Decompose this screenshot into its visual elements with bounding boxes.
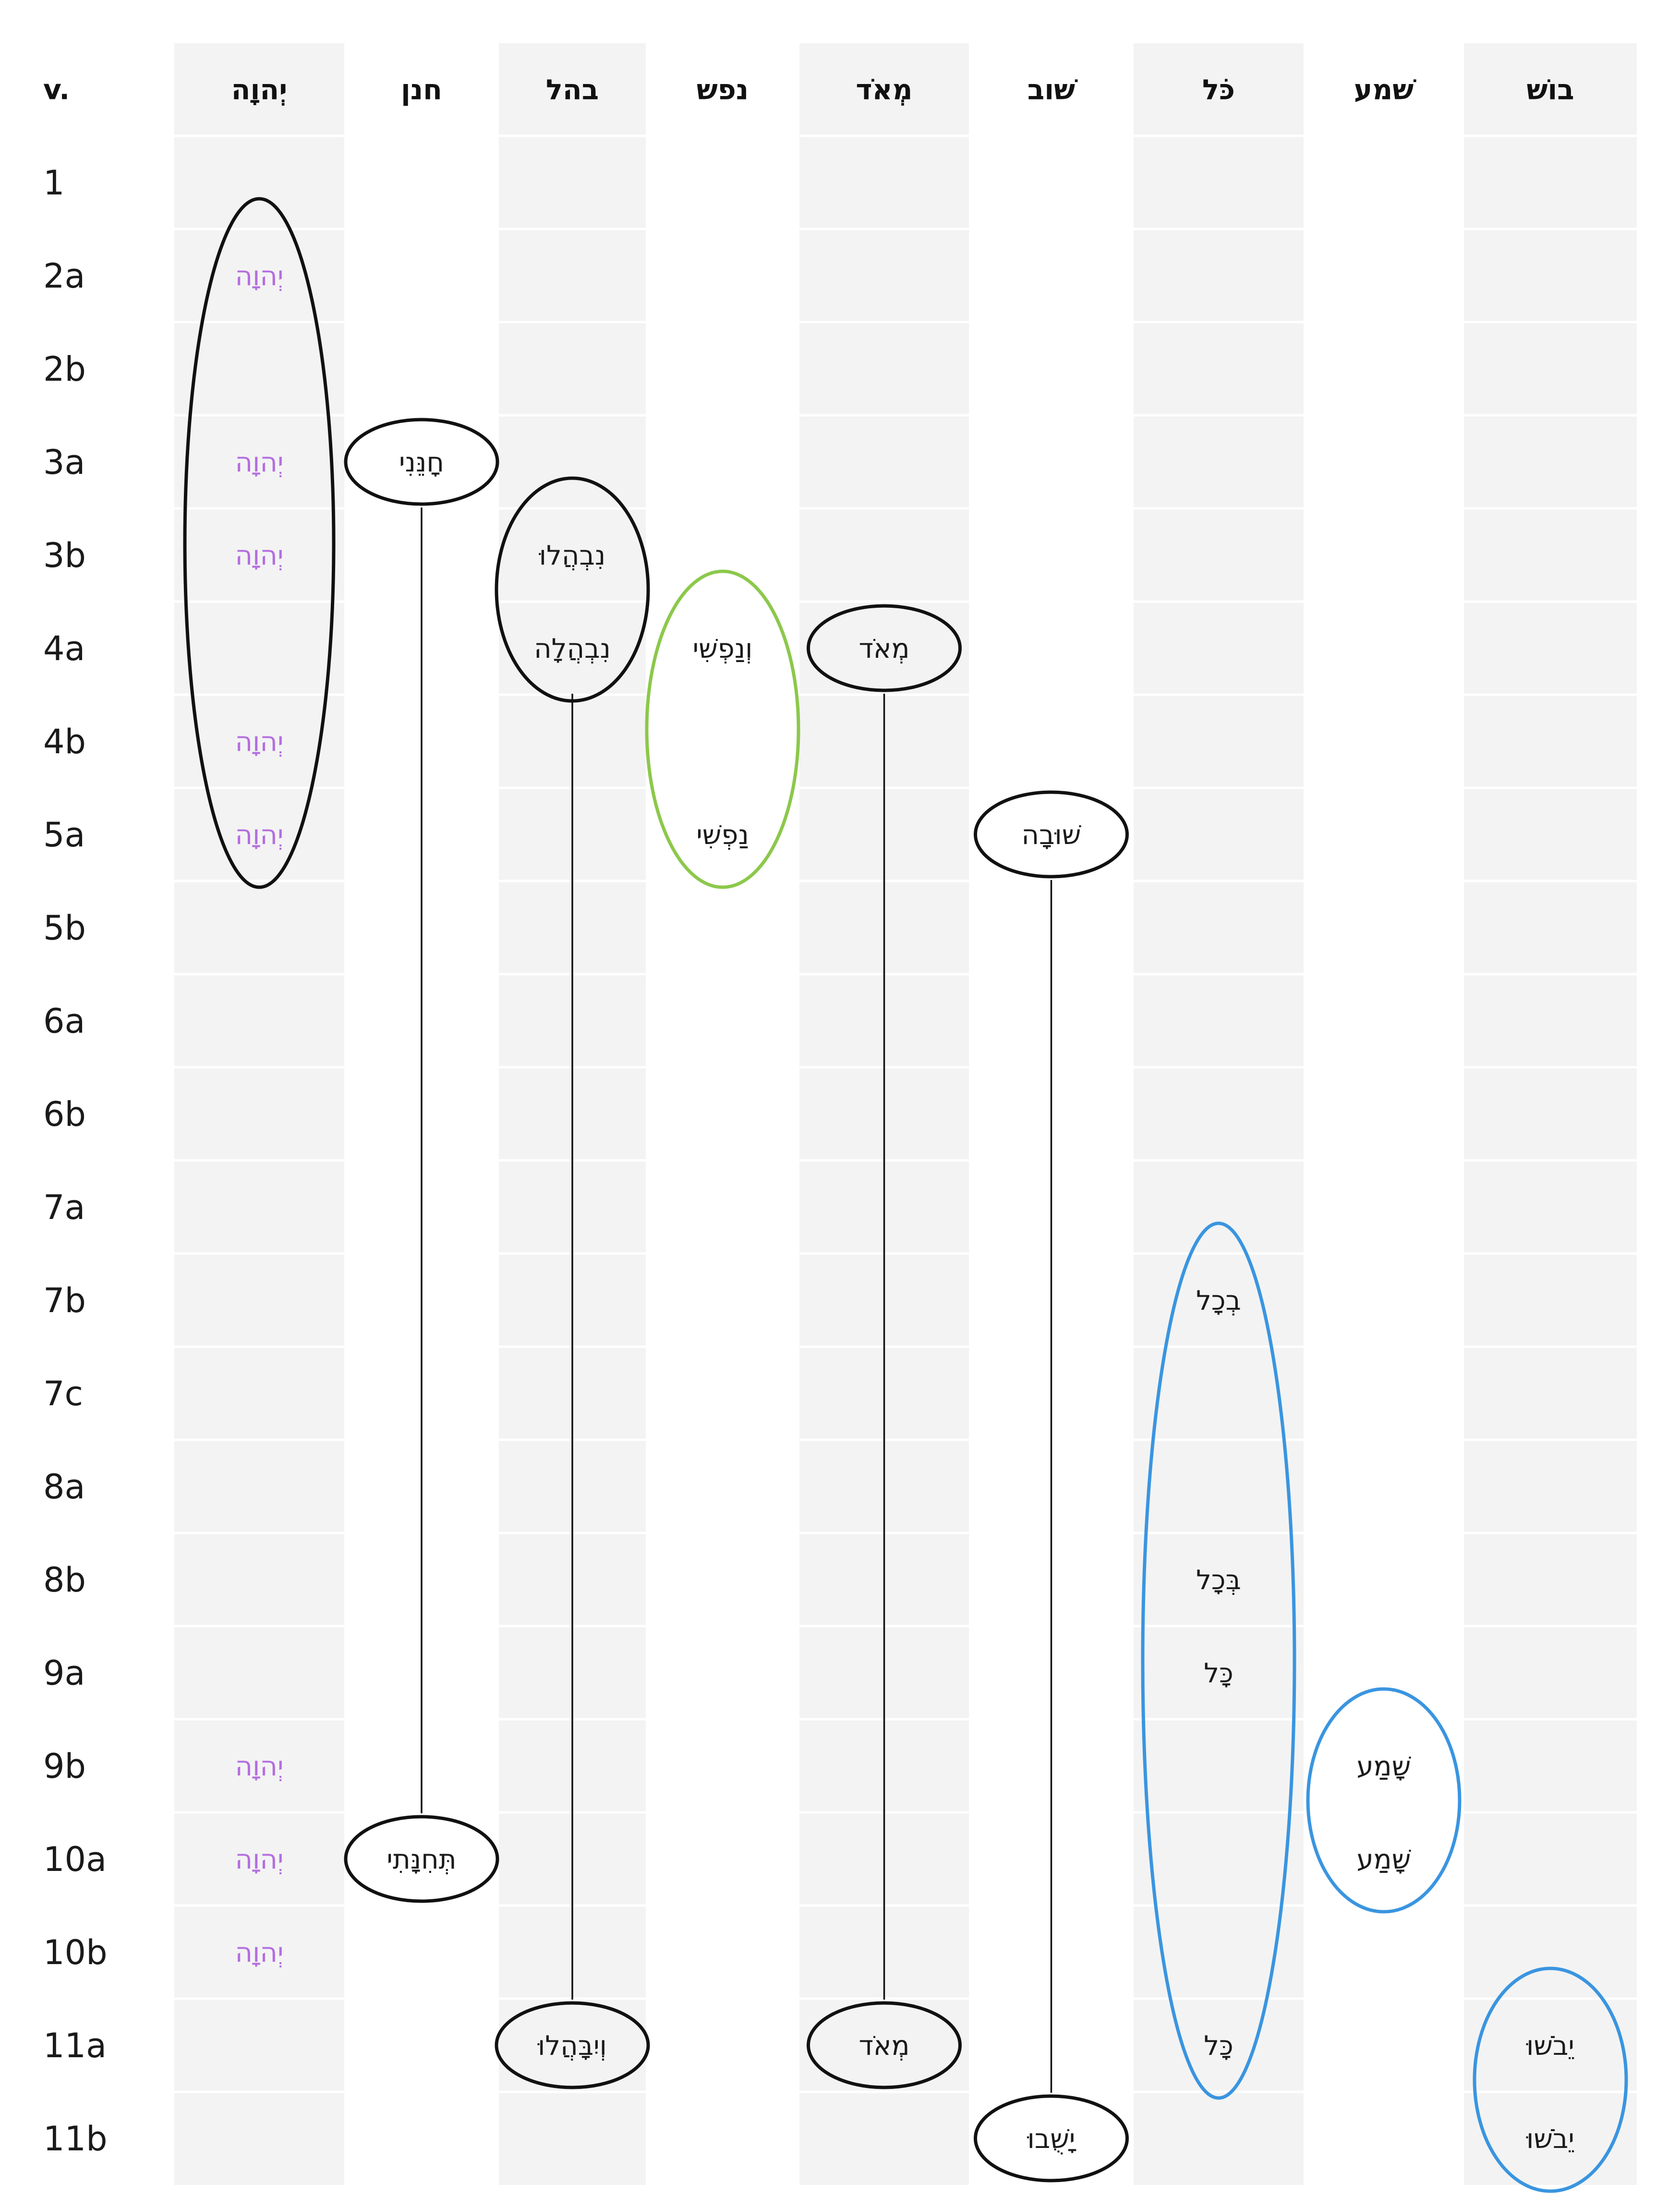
- divine-name-word: יְהוָה: [235, 726, 284, 758]
- hebrew-word: נִבְהֲלוּ: [539, 540, 605, 571]
- hebrew-word: בְּכָל: [1196, 1565, 1241, 1596]
- verse-column-header: v.: [43, 73, 70, 106]
- verse-label: 2b: [43, 350, 86, 389]
- verse-label: 3b: [43, 536, 86, 575]
- divine-name-word: יְהוָה: [235, 1844, 284, 1875]
- divine-name-word: יְהוָה: [235, 1751, 284, 1782]
- column-header: נפש: [697, 73, 749, 106]
- verse-label: 5a: [43, 815, 85, 855]
- single-word-oval: [807, 2001, 962, 2089]
- verse-label: 9b: [43, 1747, 86, 1786]
- column-shade: [174, 43, 344, 2185]
- verse-label: 11a: [43, 2026, 107, 2065]
- hebrew-word: כָּל: [1204, 1658, 1233, 1689]
- column-header: בהל: [546, 73, 599, 106]
- hebrew-word: חָנֵּנִי: [399, 447, 444, 478]
- divine-name-word: יְהוָה: [235, 447, 284, 478]
- group-ovals: [183, 197, 1628, 2193]
- hebrew-word: תְּחִנָּתִי: [387, 1844, 456, 1875]
- hebrew-word: יֵבֹשׁוּ: [1526, 2123, 1574, 2155]
- black-group-oval: [495, 476, 650, 703]
- single-word-oval: [344, 418, 499, 506]
- column-shade: [1134, 43, 1304, 2185]
- column-header: מְאֹד: [856, 73, 912, 106]
- single-word-oval: [344, 1815, 499, 1903]
- hebrew-word: כָּל: [1204, 2030, 1233, 2062]
- hebrew-word: מְאֹד: [858, 633, 909, 664]
- single-word-oval: [807, 604, 962, 692]
- blue-group-oval: [1141, 1221, 1296, 2100]
- verse-label: 7a: [43, 1188, 85, 1227]
- column-header: בושׁ: [1526, 73, 1574, 106]
- verse-label: 4a: [43, 629, 85, 668]
- verse-label: 2a: [43, 256, 85, 296]
- hebrew-word: שָׁמַע: [1357, 1844, 1411, 1875]
- column-headers: v. יְהוָה חנן בהל נפש מְאֹד שׁוב כֹּל שׁמע בושׁ: [43, 73, 1574, 106]
- divine-name-word: יְהוָה: [235, 261, 284, 292]
- hebrew-words: יְהוָה יְהוָה יְהוָה יְהוָה יְהוָה יְהוָה יְהו…: [235, 261, 1574, 2155]
- blue-group-oval: [1306, 1687, 1462, 1914]
- hebrew-word: נִבְהֲלָה: [534, 633, 611, 664]
- verse-label: 1: [43, 163, 65, 203]
- verse-label: 11b: [43, 2119, 108, 2159]
- hebrew-word: וְנַפְשִׁי: [693, 633, 753, 664]
- connector-lines: [421, 507, 1052, 2093]
- column-shade: [1464, 43, 1637, 2185]
- hebrew-word: נַפְשִׁי: [696, 820, 749, 851]
- verse-label: 6a: [43, 1001, 85, 1041]
- blue-group-oval: [1473, 1966, 1628, 2193]
- divine-name-word: יְהוָה: [235, 820, 284, 851]
- verse-label: 3a: [43, 443, 85, 482]
- row-dividers: [0, 134, 1680, 2093]
- column-header: שׁמע: [1354, 73, 1417, 106]
- verse-label: 9a: [43, 1653, 85, 1693]
- column-header: שׁוב: [1027, 73, 1078, 106]
- hebrew-word: שׁוּבָה: [1022, 820, 1081, 851]
- verse-labels: 1 2a 2b 3a 3b 4a 4b 5a 5b 6a 6b 7a 7b 7c 8a 8b 9a 9b 10a 10…: [43, 163, 108, 2159]
- hebrew-word: יֵבֹשׁוּ: [1526, 2030, 1574, 2062]
- column-header: כֹּל: [1202, 73, 1235, 106]
- verse-label: 10b: [43, 1933, 108, 1972]
- hebrew-word: בְכָל: [1196, 1285, 1241, 1316]
- hebrew-word: שָׁמַע: [1357, 1751, 1411, 1782]
- verse-label: 4b: [43, 722, 86, 761]
- green-group-oval: [645, 569, 800, 889]
- single-word-oval: [974, 790, 1129, 879]
- divine-name-word: יְהוָה: [235, 540, 284, 571]
- hebrew-word: יָשֻׁבוּ: [1027, 2123, 1076, 2155]
- column-header: יְהוָה: [231, 73, 288, 106]
- black-group-oval: [183, 197, 336, 889]
- verse-label: 7c: [43, 1374, 83, 1413]
- single-word-oval: [495, 2001, 650, 2089]
- verse-label: 8b: [43, 1560, 86, 1600]
- single-word-oval: [974, 2094, 1129, 2183]
- hebrew-word: וְיִבָּהֲלוּ: [537, 2030, 606, 2062]
- verse-label: 8a: [43, 1467, 85, 1507]
- hebrew-word: מְאֹד: [858, 2030, 909, 2062]
- verse-label: 10a: [43, 1840, 107, 1879]
- verse-label: 6b: [43, 1095, 86, 1134]
- verse-label: 7b: [43, 1281, 86, 1320]
- column-header: חנן: [401, 73, 442, 106]
- verse-label: 5b: [43, 908, 86, 948]
- divine-name-word: יְהוָה: [235, 1937, 284, 1968]
